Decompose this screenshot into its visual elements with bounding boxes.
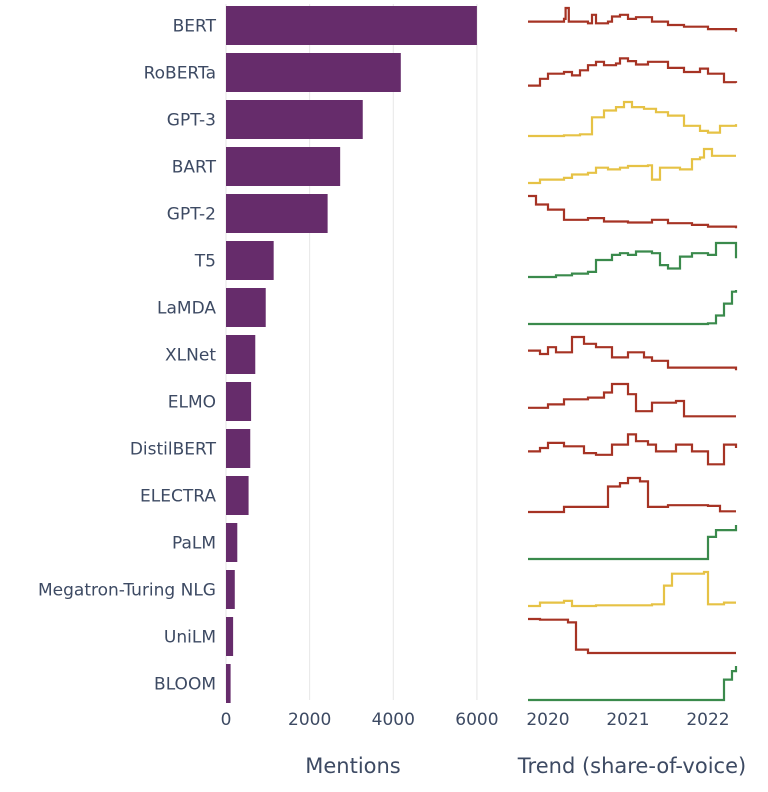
bar — [226, 476, 249, 515]
bar — [226, 194, 328, 233]
trend-sparklines — [528, 6, 738, 702]
trend-axis-title: Trend (share-of-voice) — [517, 754, 746, 778]
bar — [226, 523, 238, 562]
x-axis-ticks: 0 2000 4000 6000 — [221, 710, 499, 730]
trend-line — [528, 147, 736, 185]
x-tick-label: 4000 — [372, 710, 415, 730]
bar — [226, 664, 231, 703]
bar — [226, 570, 235, 609]
trend-axis-ticks: 2020 2021 2022 — [526, 710, 729, 730]
trend-line — [528, 666, 738, 702]
x-axis-title: Mentions — [305, 754, 401, 778]
x-tick-label: 0 — [221, 710, 232, 730]
trend-line — [528, 100, 738, 138]
trend-tick-label: 2020 — [526, 710, 569, 730]
trend-line — [528, 57, 738, 87]
trend-line — [528, 241, 738, 279]
trend-line — [528, 617, 736, 655]
category-label: GPT-2 — [167, 205, 216, 225]
trend-line — [528, 525, 738, 561]
bar — [226, 100, 363, 139]
bar — [226, 429, 251, 468]
x-tick-label: 2000 — [288, 710, 331, 730]
trend-line — [528, 433, 738, 466]
trend-line — [528, 382, 736, 418]
category-label: BERT — [173, 17, 217, 37]
category-label: RoBERTa — [144, 64, 216, 84]
bar — [226, 53, 401, 92]
category-label: BART — [172, 158, 217, 178]
category-label: DistilBERT — [130, 440, 217, 460]
category-label: LaMDA — [157, 299, 216, 319]
x-tick-label: 6000 — [455, 710, 498, 730]
category-label: PaLM — [172, 534, 216, 554]
category-label: ELMO — [168, 393, 216, 413]
category-label: ELECTRA — [140, 487, 216, 507]
bar — [226, 335, 256, 374]
category-label: T5 — [194, 252, 216, 272]
trend-line — [528, 194, 738, 229]
bar — [226, 241, 274, 280]
trend-line — [528, 335, 738, 371]
bar — [226, 6, 477, 45]
bar-series — [226, 6, 477, 703]
category-label: XLNet — [165, 346, 216, 366]
trend-line — [528, 290, 738, 326]
category-label: GPT-3 — [167, 111, 216, 131]
category-label: BLOOM — [154, 675, 216, 695]
trend-line — [528, 6, 738, 32]
trend-tick-label: 2021 — [606, 710, 649, 730]
trend-tick-label: 2022 — [686, 710, 729, 730]
bar — [226, 288, 266, 327]
bar — [226, 617, 234, 656]
category-label: UniLM — [164, 628, 216, 648]
category-label: Megatron-Turing NLG — [38, 581, 216, 601]
bar — [226, 147, 341, 186]
category-labels: BERT RoBERTa GPT-3 BART GPT-2 T5 LaMDA XLNet ELM… — [38, 17, 217, 695]
trend-line — [528, 476, 736, 514]
trend-line — [528, 570, 736, 608]
bar — [226, 382, 252, 421]
